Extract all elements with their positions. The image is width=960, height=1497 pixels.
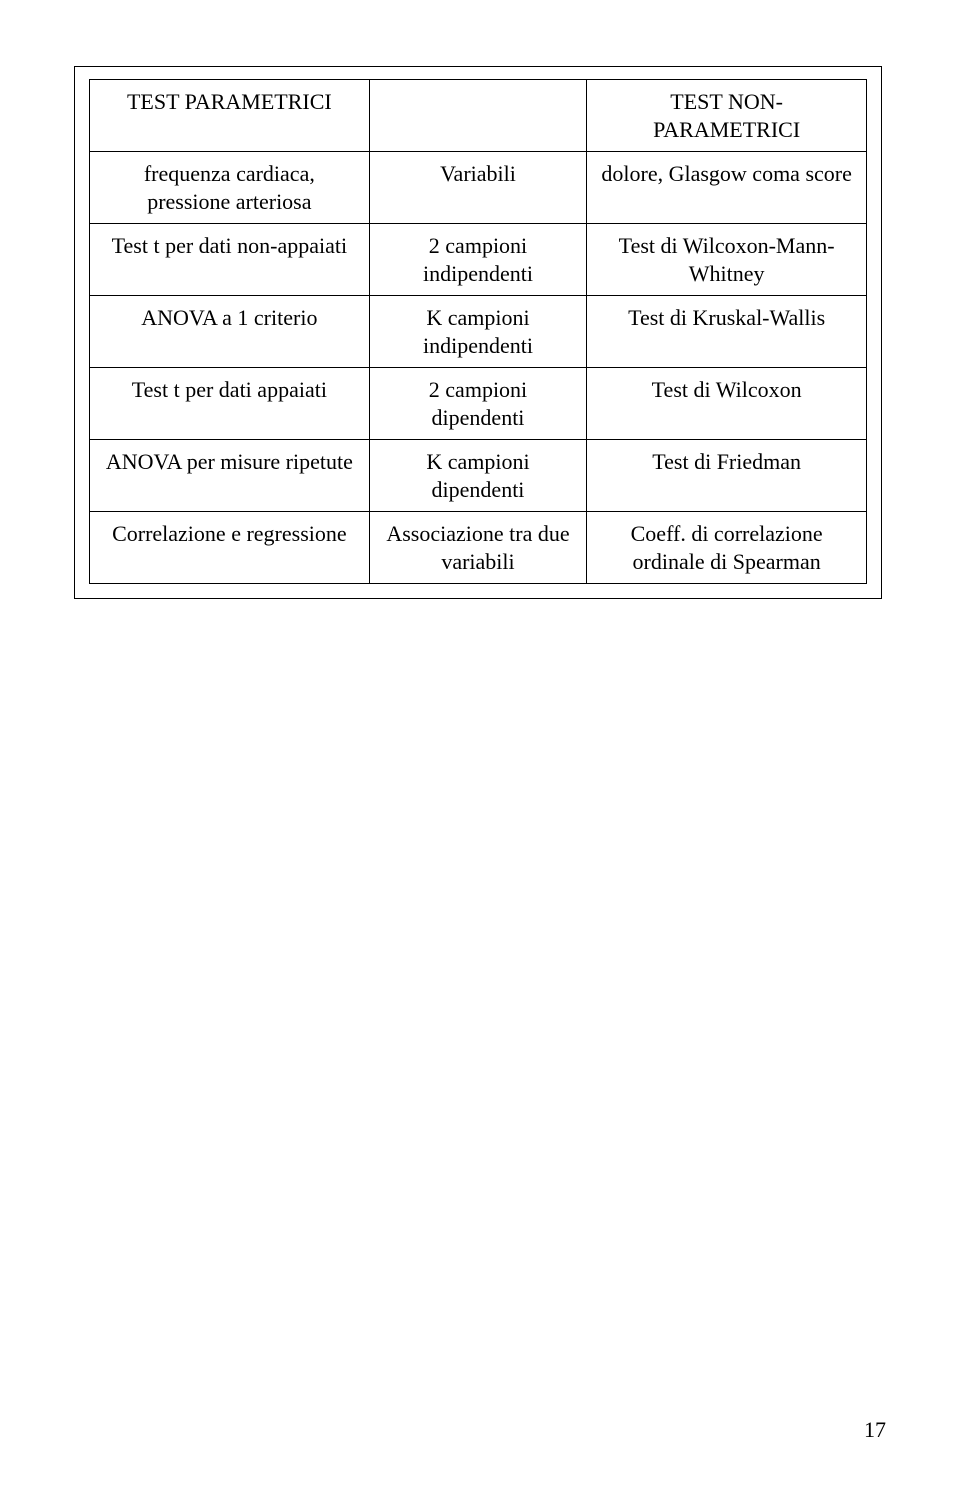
table-cell: K campioni dipendenti <box>369 440 587 512</box>
table-row: ANOVA per misure ripetute K campioni dip… <box>90 440 867 512</box>
table-cell: 2 campioni dipendenti <box>369 368 587 440</box>
table-cell: Variabili <box>369 152 587 224</box>
table-row: TEST PARAMETRICI TEST NON-PARAMETRICI <box>90 80 867 152</box>
table-row: Test t per dati appaiati 2 campioni dipe… <box>90 368 867 440</box>
table-cell: Coeff. di correlazione ordinale di Spear… <box>587 512 867 584</box>
table-cell: Correlazione e regressione <box>90 512 370 584</box>
table-cell: Test di Kruskal-Wallis <box>587 296 867 368</box>
table-cell <box>369 80 587 152</box>
statistical-tests-table-container: TEST PARAMETRICI TEST NON-PARAMETRICI fr… <box>74 66 882 599</box>
table-row: frequenza cardiaca, pressione arteriosa … <box>90 152 867 224</box>
table-cell: 2 campioni indipendenti <box>369 224 587 296</box>
page-number: 17 <box>864 1417 886 1443</box>
table-cell: TEST NON-PARAMETRICI <box>587 80 867 152</box>
table-cell: Test di Friedman <box>587 440 867 512</box>
table-cell: dolore, Glasgow coma score <box>587 152 867 224</box>
table-cell: K campioni indipendenti <box>369 296 587 368</box>
table-cell: TEST PARAMETRICI <box>90 80 370 152</box>
table-cell: ANOVA a 1 criterio <box>90 296 370 368</box>
table-cell: Test t per dati appaiati <box>90 368 370 440</box>
table-cell: Test di Wilcoxon-Mann-Whitney <box>587 224 867 296</box>
table-row: Test t per dati non-appaiati 2 campioni … <box>90 224 867 296</box>
table-row: Correlazione e regressione Associazione … <box>90 512 867 584</box>
table-cell: Test di Wilcoxon <box>587 368 867 440</box>
table-cell: Associazione tra due variabili <box>369 512 587 584</box>
table-row: ANOVA a 1 criterio K campioni indipenden… <box>90 296 867 368</box>
table-cell: Test t per dati non-appaiati <box>90 224 370 296</box>
table-cell: frequenza cardiaca, pressione arteriosa <box>90 152 370 224</box>
table-cell: ANOVA per misure ripetute <box>90 440 370 512</box>
statistical-tests-table: TEST PARAMETRICI TEST NON-PARAMETRICI fr… <box>89 79 867 584</box>
